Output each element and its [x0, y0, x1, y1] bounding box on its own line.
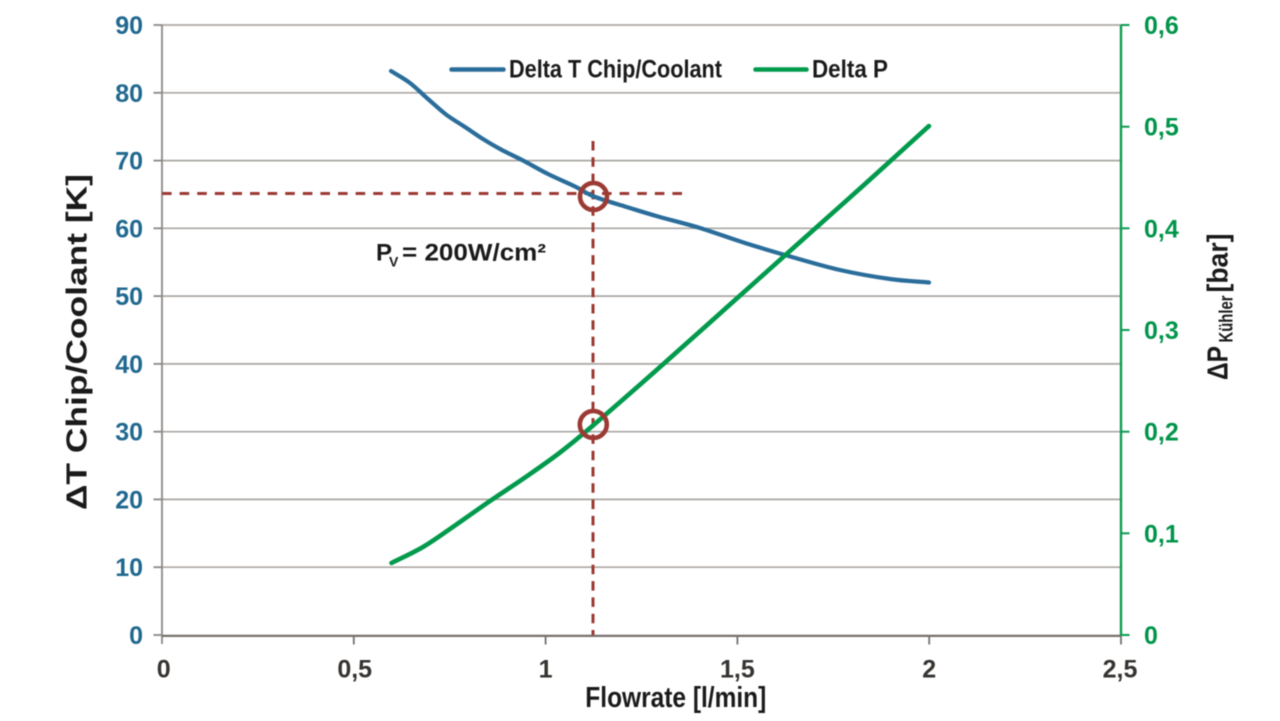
svg-text:Delta T Chip/Coolant: Delta T Chip/Coolant	[509, 56, 723, 84]
svg-text:Kühler: Kühler	[1217, 295, 1238, 342]
svg-text:Delta P: Delta P	[812, 56, 888, 84]
svg-text:V: V	[389, 254, 399, 270]
svg-text:60: 60	[115, 215, 143, 243]
svg-text:0,4: 0,4	[1144, 215, 1179, 243]
svg-text:0,6: 0,6	[1144, 12, 1179, 40]
svg-text:20: 20	[115, 486, 143, 514]
svg-text:0,2: 0,2	[1144, 419, 1179, 447]
svg-text:70: 70	[115, 148, 143, 176]
svg-text:2: 2	[922, 656, 936, 684]
svg-text:0: 0	[157, 656, 171, 684]
svg-text:2,5: 2,5	[1103, 656, 1138, 684]
svg-text:80: 80	[115, 80, 143, 108]
svg-text:ΔT Chip/Coolant [K]: ΔT Chip/Coolant [K]	[62, 174, 94, 510]
svg-text:90: 90	[115, 12, 143, 40]
svg-text:[bar]: [bar]	[1203, 234, 1235, 293]
svg-text:0,5: 0,5	[337, 656, 372, 684]
svg-text:ΔP: ΔP	[1203, 346, 1235, 380]
svg-text:40: 40	[115, 351, 143, 379]
svg-text:0: 0	[129, 622, 143, 650]
svg-text:1,5: 1,5	[720, 656, 755, 684]
svg-text:50: 50	[115, 283, 143, 311]
svg-text:0,5: 0,5	[1144, 114, 1179, 142]
svg-text:0,3: 0,3	[1144, 317, 1179, 345]
svg-text:= 200W/cm²: = 200W/cm²	[402, 240, 546, 267]
svg-text:0,1: 0,1	[1144, 520, 1179, 548]
svg-text:10: 10	[115, 554, 143, 582]
svg-text:30: 30	[115, 419, 143, 447]
svg-text:1: 1	[539, 656, 553, 684]
svg-text:0: 0	[1144, 622, 1158, 650]
svg-text:Flowrate [l/min]: Flowrate [l/min]	[585, 682, 766, 714]
svg-text:P: P	[376, 240, 392, 267]
